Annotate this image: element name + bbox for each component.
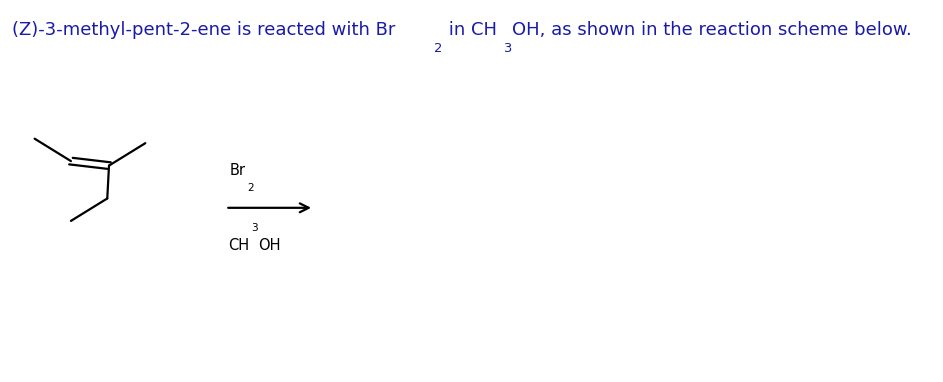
Text: CH: CH — [228, 238, 249, 253]
Text: in CH: in CH — [443, 21, 497, 39]
Text: OH: OH — [258, 238, 281, 253]
Text: OH, as shown in the reaction scheme below.: OH, as shown in the reaction scheme belo… — [512, 21, 912, 39]
Text: 2: 2 — [435, 42, 442, 55]
Text: Br: Br — [229, 163, 245, 178]
Text: 2: 2 — [247, 183, 254, 193]
Text: 3: 3 — [251, 223, 257, 233]
Text: (Z)-3-methyl-pent-2-ene is reacted with Br: (Z)-3-methyl-pent-2-ene is reacted with … — [12, 21, 395, 39]
Text: 3: 3 — [503, 42, 511, 55]
